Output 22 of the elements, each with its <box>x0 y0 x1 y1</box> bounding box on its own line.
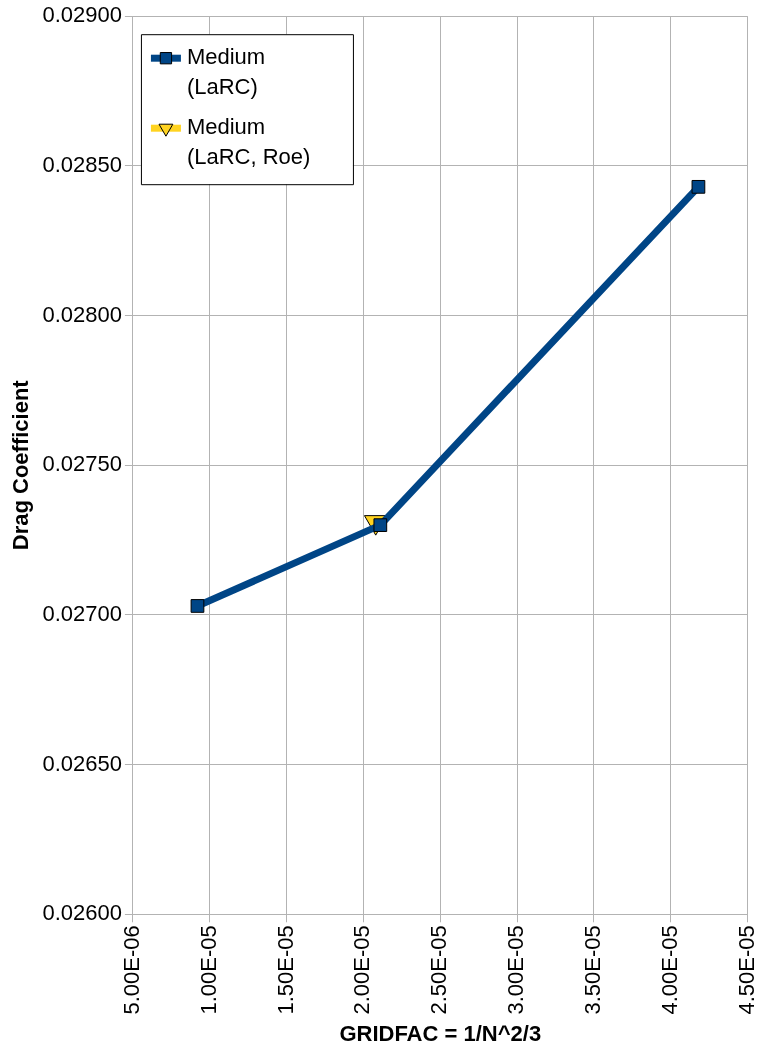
y-tick-label: 0.02900 <box>42 2 122 28</box>
x-tick-label: 4.50E-05 <box>733 925 759 1015</box>
y-tick-label: 0.02700 <box>42 601 122 626</box>
y-tick-label: 0.02600 <box>42 900 122 926</box>
x-tick-label: 2.50E-05 <box>426 925 452 1015</box>
x-tick-label: 1.00E-05 <box>195 925 221 1015</box>
y-axis-title: Drag Coefficient <box>8 379 34 551</box>
y-tick-label: 0.02800 <box>42 301 122 327</box>
y-tick-label: 0.02650 <box>42 750 122 776</box>
y-tick-label: 0.02850 <box>42 151 122 177</box>
y-tick-label: 0.02750 <box>42 451 122 477</box>
legend-label: Medium (LaRC, Roe) <box>186 114 311 170</box>
x-tick-label: 1.50E-05 <box>272 925 298 1015</box>
x-tick-label: 3.50E-05 <box>579 925 605 1015</box>
x-tick-label: 3.00E-05 <box>503 925 529 1015</box>
x-tick-label: 5.00E-06 <box>118 925 144 1015</box>
x-tick-label: 2.00E-05 <box>349 925 375 1015</box>
point <box>691 179 706 194</box>
x-tick-label: 4.00E-05 <box>656 925 682 1015</box>
point <box>190 599 205 613</box>
legend-label: Medium (LaRC) <box>186 44 266 100</box>
x-axis-title: GRIDFAC = 1/N^2/3 <box>339 1020 542 1046</box>
